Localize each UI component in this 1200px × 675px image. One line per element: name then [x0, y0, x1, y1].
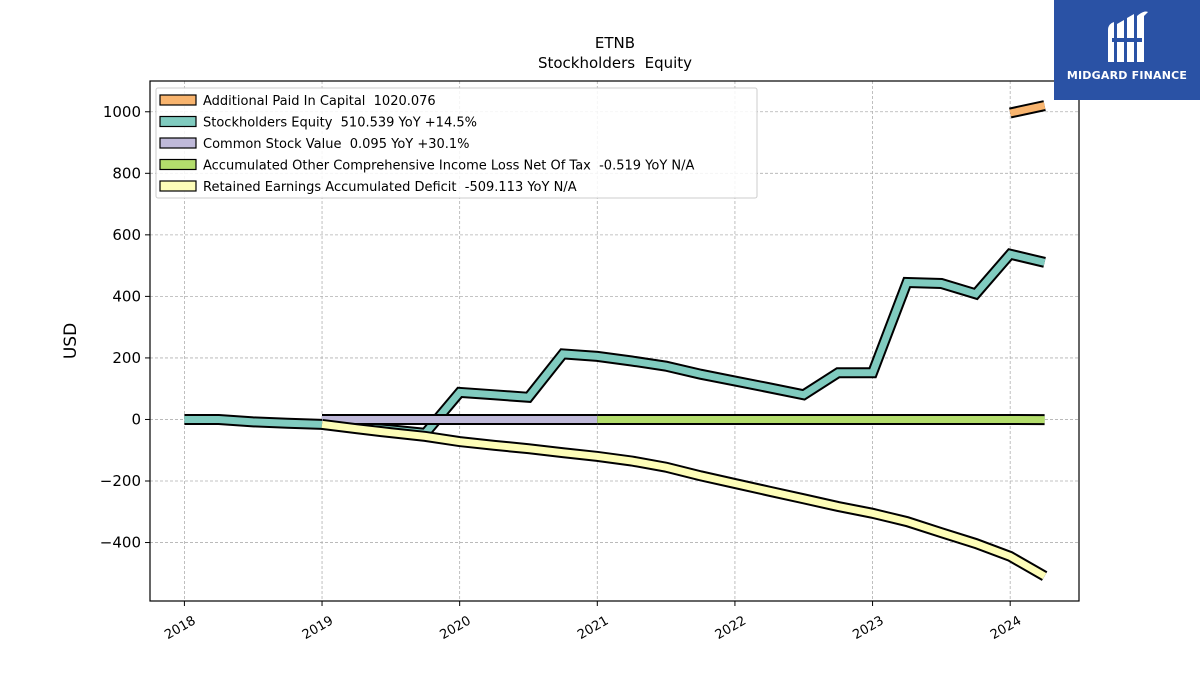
y-tick-label: 600 [112, 226, 141, 244]
y-tick-label: 0 [131, 410, 141, 428]
brand-name: MIDGARD FINANCE [1066, 69, 1188, 82]
x-tick-label: 2018 [162, 613, 198, 643]
y-tick-label: 400 [112, 287, 141, 305]
x-tick-label: 2024 [988, 613, 1024, 643]
y-tick-label: 200 [112, 349, 141, 367]
legend-label-0: Additional Paid In Capital 1020.076 [203, 94, 436, 109]
series-line-0 [1009, 102, 1046, 117]
series-layer [184, 100, 1048, 581]
brand-mark-icon [1108, 11, 1148, 62]
legend-swatch-2 [159, 137, 197, 149]
x-tick-label: 2020 [438, 613, 474, 643]
series-line-outline-4 [321, 418, 1048, 581]
x-tick-label: 2023 [850, 613, 886, 643]
legend-swatch-0 [159, 94, 197, 106]
series-line-1 [184, 250, 1046, 437]
y-axis-label: USD [61, 323, 81, 359]
y-tick-label: 800 [112, 164, 141, 182]
legend: Additional Paid In Capital 1020.076 Stock… [155, 87, 758, 199]
legend-label-3: Accumulated Other Comprehensive Income L… [203, 159, 694, 174]
y-axis: −400 −200 0 200 400 600 800 1000 [100, 103, 150, 552]
y-tick-label: 1000 [103, 103, 141, 121]
x-axis: 2018 2019 2020 2021 2022 2023 2024 [162, 601, 1024, 643]
legend-box [155, 87, 758, 199]
x-tick-label: 2019 [300, 613, 336, 643]
y-tick-label: −400 [100, 534, 141, 552]
chart-subtitle: Stockholders Equity [538, 54, 692, 72]
legend-label-4: Retained Earnings Accumulated Deficit -5… [203, 180, 577, 195]
legend-swatch-4 [159, 180, 197, 192]
legend-swatch-1 [159, 115, 197, 128]
x-tick-label: 2021 [575, 613, 611, 643]
brand-logo: MIDGARD FINANCE [1054, 0, 1200, 100]
series-line-4 [321, 420, 1047, 580]
legend-swatch-3 [159, 158, 197, 171]
legend-label-1: Stockholders Equity 510.539 YoY +14.5% [203, 116, 477, 131]
plot-frame [149, 80, 1080, 602]
chart-title: ETNB [595, 34, 635, 52]
x-tick-label: 2022 [713, 613, 749, 643]
y-tick-label: −200 [100, 472, 141, 490]
legend-label-2: Common Stock Value 0.095 YoY +30.1% [203, 137, 470, 152]
